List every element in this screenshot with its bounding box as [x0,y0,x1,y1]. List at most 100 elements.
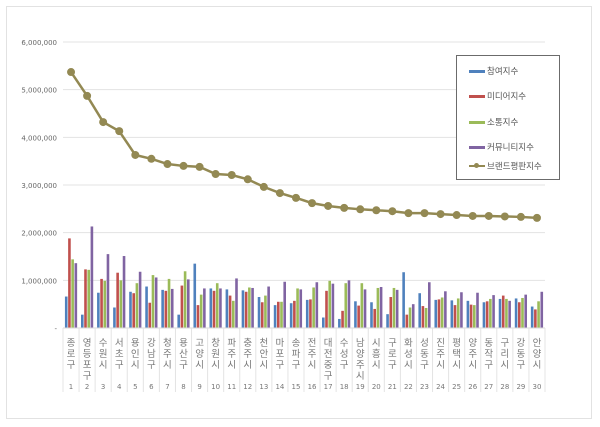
legend: 참여지수 미디어지수 소통지수 커뮤니티지수 브랜드평판지수 [456,55,560,180]
bar [453,305,457,328]
bar [71,259,74,328]
x-category-label: 충 [243,338,252,349]
bar [524,294,527,328]
x-rank-label: 21 [388,383,397,391]
x-rank-label: 18 [340,383,349,391]
bar [476,292,479,328]
bar [87,269,90,328]
line-marker [211,170,220,179]
bar [84,269,87,328]
line-marker [275,189,284,198]
bar [450,300,454,328]
line-marker [67,68,76,77]
bar [283,281,286,328]
bar [341,310,344,328]
bar [508,300,511,328]
y-tick-label: 6,000,000 [21,39,57,47]
bar [296,288,299,328]
bar [119,280,123,328]
legend-swatch-icon [469,145,485,149]
x-category-label: 주 [227,349,236,360]
bar [501,295,505,328]
bar [373,308,376,328]
x-category-label: 구 [67,360,76,371]
x-category-label: 주 [243,349,252,360]
bar-series [64,226,544,328]
bar [338,318,341,328]
bar [100,278,103,328]
bar [498,298,502,328]
x-category-label: 구 [276,360,285,371]
bar [411,304,415,328]
line-marker [99,118,108,127]
bar [251,287,254,328]
bar [64,296,68,328]
bar [199,294,203,328]
bar [485,301,489,328]
bar [170,288,174,328]
bar [514,298,518,328]
x-category-label: 양 [468,338,477,349]
x-category-label: 리 [500,349,509,360]
bar [145,286,148,328]
line-marker [356,205,365,214]
x-category-label: 구 [83,371,92,382]
x-category-label: 구 [115,360,124,371]
bar [193,263,197,328]
x-category-label: 시 [372,360,381,371]
x-rank-label: 15 [292,383,301,391]
bar [215,283,219,328]
line-marker [115,127,124,136]
y-tick-label: 5,000,000 [21,87,57,95]
bar [122,256,126,328]
x-category-label: 성 [340,349,349,360]
bar [312,287,315,328]
bar [264,295,267,328]
bar [257,297,261,328]
x-category-label: 시 [404,360,413,371]
x-rank-label: 28 [500,383,509,391]
gridlines [63,41,545,281]
x-category-label: 시 [259,360,268,371]
bar [540,291,544,328]
bar [402,272,405,328]
y-tick-label: 2,000,000 [21,230,57,238]
bar [273,305,277,328]
x-rank-label: 11 [227,383,236,391]
x-category-label: 전 [324,349,333,360]
x-category-label: 중 [324,360,333,371]
bar [434,299,438,328]
x-category-label: 전 [308,338,317,349]
x-category-label: 구 [517,360,526,371]
line-marker [436,210,445,219]
x-category-label: 시 [308,360,317,371]
x-category-label: 파 [227,338,236,349]
bar [116,272,119,328]
x-rank-label: 8 [181,383,185,391]
bar [328,280,331,328]
bar [460,292,463,328]
line-marker [484,211,493,220]
bar [534,309,537,328]
x-rank-label: 20 [372,383,381,391]
y-tick-label: 4,000,000 [21,134,57,142]
bar [183,271,187,328]
x-category-label: 강 [517,338,526,349]
line-series [67,68,541,222]
bar [466,300,470,328]
x-category-label: 구 [324,371,333,382]
line-marker [131,150,140,159]
bar [241,290,245,328]
x-rank-label: 30 [533,383,542,391]
line-marker [259,182,268,191]
x-category-label: 시 [227,360,236,371]
bar [232,300,235,328]
bar [482,302,486,328]
x-rank-label: 7 [165,383,169,391]
bar [473,305,476,328]
bar [370,302,373,328]
bar [68,238,71,328]
x-category-label: 구 [388,338,397,349]
x-category-label: 시 [436,360,445,371]
